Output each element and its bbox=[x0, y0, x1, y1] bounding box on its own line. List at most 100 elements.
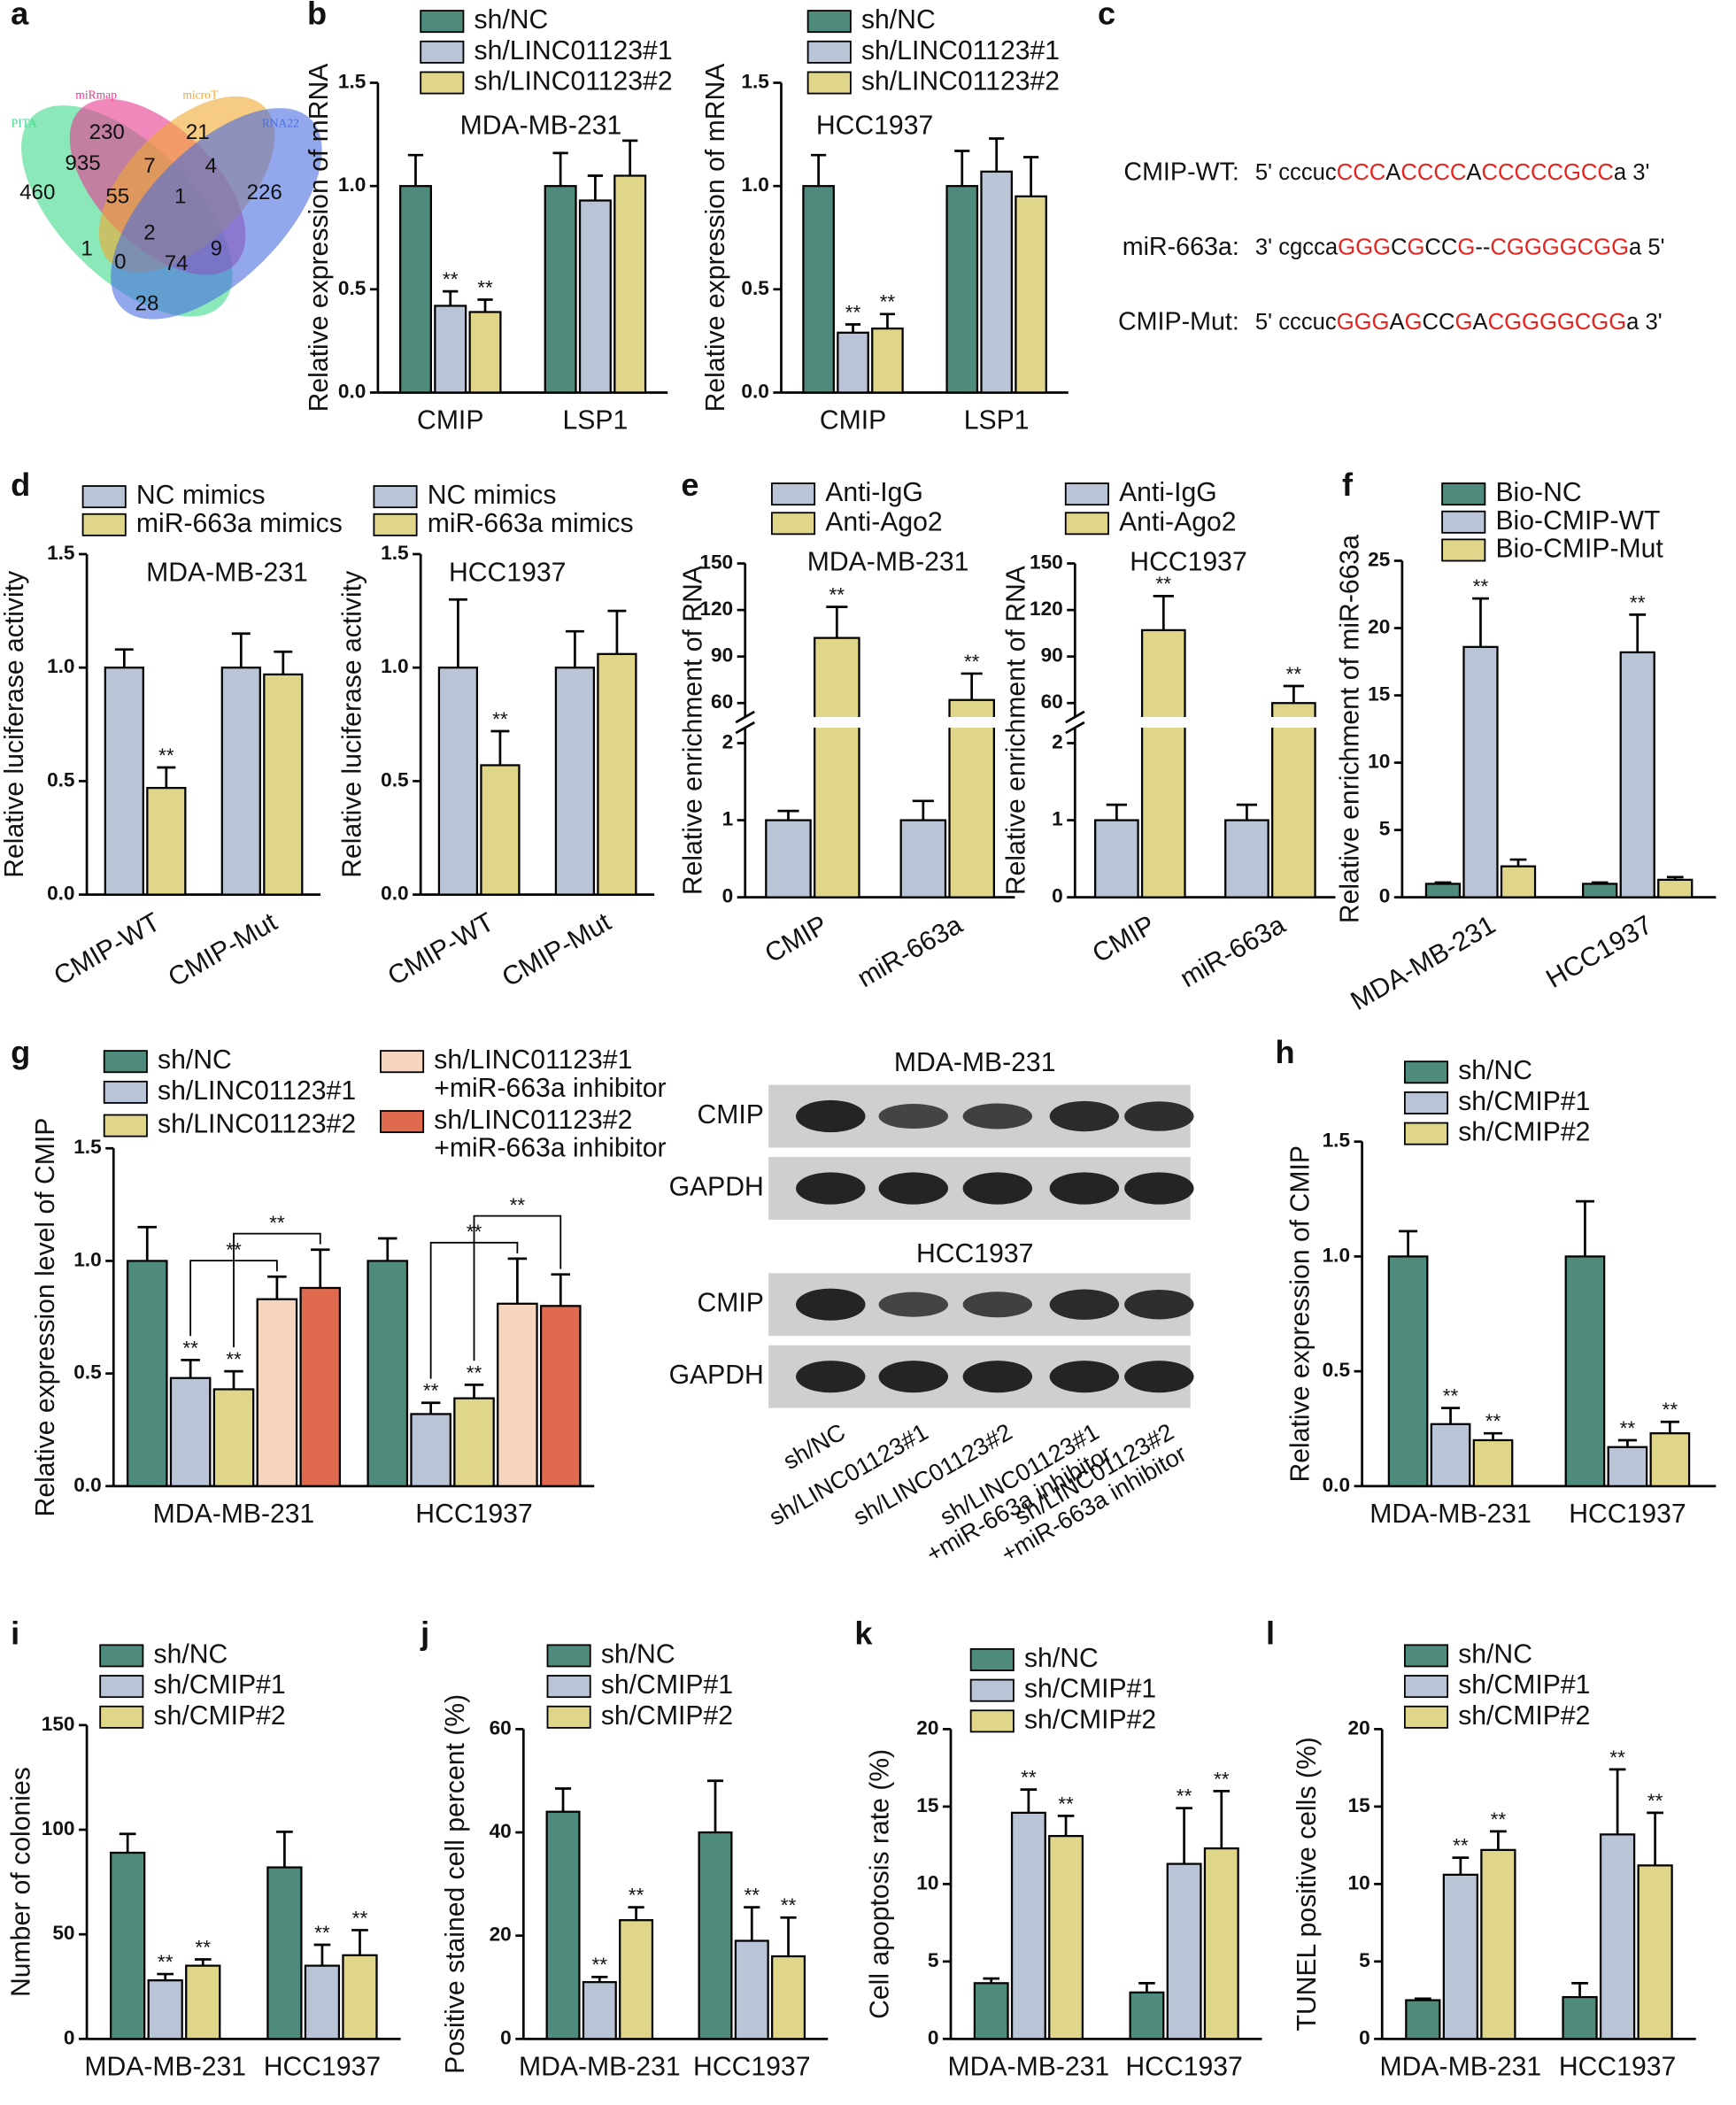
legend-swatch bbox=[1441, 510, 1486, 534]
sequence-segment: CGGGGCGG bbox=[1488, 310, 1627, 335]
x-tick-label: MDA-MB-231 bbox=[1380, 2052, 1542, 2081]
legend-swatch bbox=[1441, 482, 1486, 506]
error-bar bbox=[777, 809, 799, 821]
legend-label: sh/LINC01123#2 bbox=[475, 66, 673, 96]
error-bar bbox=[961, 672, 983, 700]
significance: ** bbox=[1485, 1410, 1501, 1432]
significance: ** bbox=[195, 1936, 211, 1958]
blot-title: HCC1937 bbox=[916, 1239, 1033, 1268]
y-tick-label: 10 bbox=[1368, 751, 1390, 773]
bar bbox=[1500, 865, 1537, 898]
bar bbox=[545, 1810, 581, 2040]
legend-swatch bbox=[1403, 1705, 1449, 1729]
bar bbox=[410, 1413, 451, 1487]
bar bbox=[1599, 1833, 1636, 2040]
error-bar bbox=[780, 1916, 797, 1957]
legend-swatch bbox=[806, 71, 852, 95]
significance: ** bbox=[1609, 1746, 1625, 1769]
bar bbox=[126, 1260, 168, 1487]
significance: ** bbox=[829, 584, 845, 606]
venn-count: 7 bbox=[143, 154, 155, 178]
legend-swatch bbox=[770, 482, 816, 506]
venn-count: 230 bbox=[89, 120, 125, 144]
legend-label: sh/CMIP#1 bbox=[601, 1670, 733, 1700]
bar bbox=[104, 667, 144, 896]
error-bar bbox=[351, 1929, 368, 1955]
legend-swatch bbox=[103, 1050, 148, 1074]
error-bar bbox=[114, 648, 134, 668]
x-tick-label: CMIP bbox=[417, 406, 483, 436]
error-bar bbox=[267, 1275, 287, 1299]
bracket bbox=[473, 1214, 562, 1361]
significance: ** bbox=[781, 1894, 797, 1916]
bar bbox=[342, 1954, 378, 2040]
bar bbox=[398, 185, 432, 394]
legend-label: Bio-NC bbox=[1495, 478, 1581, 507]
error-bar bbox=[1452, 1856, 1470, 1875]
legend-swatch bbox=[373, 513, 418, 536]
bar bbox=[146, 786, 187, 896]
sequence-segment: CCCC bbox=[1400, 160, 1466, 185]
bracket-label: ** bbox=[269, 1212, 285, 1234]
y-tick-label: 25 bbox=[1368, 548, 1390, 570]
legend-swatch bbox=[380, 1110, 425, 1134]
bar bbox=[434, 305, 467, 394]
venn-set-name: RNA22 bbox=[262, 116, 299, 129]
error-bar bbox=[1236, 803, 1258, 821]
blot-row-label: GAPDH bbox=[669, 1361, 764, 1390]
y-tick-label: 0.0 bbox=[73, 1474, 101, 1496]
error-bar bbox=[1647, 1811, 1663, 1866]
sequence-label: miR-663a: bbox=[1123, 233, 1239, 261]
y-tick-label: 60 bbox=[711, 690, 733, 713]
y-tick-label: 0 bbox=[722, 885, 734, 907]
venn-count: 0 bbox=[114, 251, 126, 274]
bar bbox=[1472, 1438, 1514, 1487]
error-bar bbox=[1509, 858, 1527, 867]
y-axis-label: Relative expression of mRNA bbox=[305, 63, 334, 413]
error-bar bbox=[276, 1831, 293, 1868]
error-bar bbox=[313, 1943, 331, 1966]
legend-label: sh/NC bbox=[861, 5, 936, 35]
significance: ** bbox=[1286, 663, 1302, 685]
significance: ** bbox=[1453, 1835, 1469, 1857]
bar bbox=[539, 1305, 582, 1487]
significance: ** bbox=[1620, 1417, 1636, 1439]
y-tick-label: 1.5 bbox=[381, 542, 408, 564]
bar bbox=[1405, 1999, 1441, 2040]
error-bar bbox=[1629, 613, 1647, 652]
blot-band bbox=[1124, 1101, 1194, 1131]
legend-label: sh/LINC01123#2 bbox=[158, 1110, 356, 1139]
bar bbox=[480, 764, 521, 896]
y-tick-label: 90 bbox=[1041, 644, 1063, 667]
significance: ** bbox=[158, 1951, 174, 1973]
significance: ** bbox=[443, 268, 459, 290]
sequence: 3' cgccaGGGCGCCG--CGGGGCGGa 5' bbox=[1255, 235, 1665, 259]
legend-swatch bbox=[969, 1678, 1015, 1702]
significance: ** bbox=[1473, 575, 1489, 598]
bar bbox=[437, 667, 479, 896]
bar bbox=[1462, 645, 1499, 898]
sequence-segment: a 5' bbox=[1629, 235, 1665, 259]
x-tick-label: HCC1937 bbox=[1569, 1500, 1686, 1529]
error-bar bbox=[464, 1384, 484, 1399]
y-tick-label: 15 bbox=[1368, 683, 1390, 706]
x-tick-label: CMIP bbox=[760, 910, 833, 968]
error-bar bbox=[554, 1787, 572, 1812]
significance: ** bbox=[182, 1337, 198, 1359]
significance: ** bbox=[845, 301, 861, 323]
y-tick-label: 0.5 bbox=[741, 277, 768, 299]
error-bar bbox=[845, 323, 861, 333]
bar bbox=[544, 185, 577, 394]
sequence-segment: a 3' bbox=[1626, 310, 1663, 335]
y-tick-label: 0 bbox=[1379, 885, 1391, 907]
chart-title: MDA-MB-231 bbox=[460, 111, 622, 140]
legend-label: sh/CMIP#2 bbox=[1458, 1118, 1590, 1147]
sequence-segment: C bbox=[1391, 235, 1408, 259]
venn-count: 226 bbox=[247, 181, 282, 204]
blot-band bbox=[878, 1292, 949, 1317]
chart-title: HCC1937 bbox=[1130, 548, 1246, 577]
legend-label: Anti-IgG bbox=[825, 478, 923, 507]
sequence-label: CMIP-WT: bbox=[1123, 158, 1238, 187]
legend-swatch bbox=[380, 1050, 425, 1074]
bar bbox=[453, 1397, 495, 1487]
